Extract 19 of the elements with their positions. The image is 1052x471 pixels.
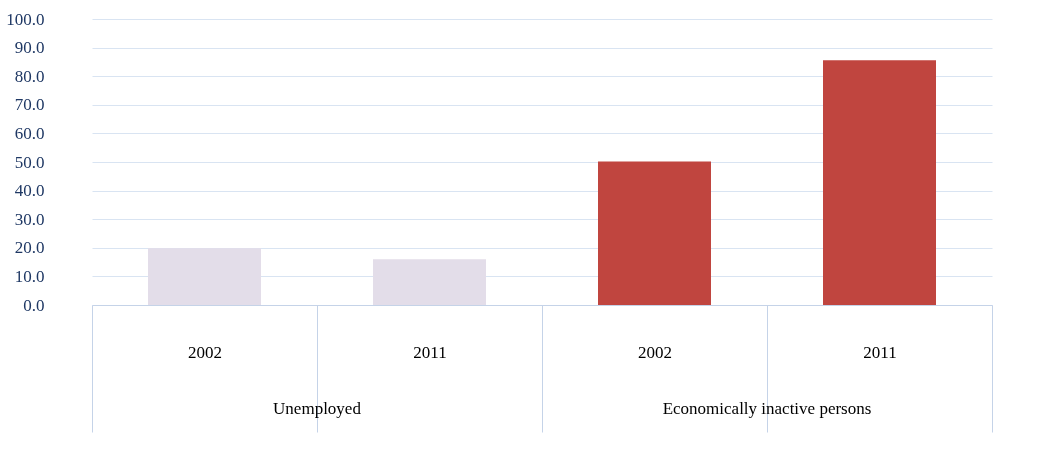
y-tick-label: 80.0 xyxy=(14,66,45,86)
y-tick-label: 60.0 xyxy=(14,123,45,143)
x-tick-label: 2011 xyxy=(863,342,897,362)
y-tick-label: 30.0 xyxy=(14,209,45,229)
bar xyxy=(823,60,936,305)
y-tick-label: 100.0 xyxy=(6,9,45,29)
y-tick-label: 40.0 xyxy=(14,181,45,201)
y-tick-label: 70.0 xyxy=(14,95,45,115)
x-tick-label: 2011 xyxy=(413,342,447,362)
y-tick-label: 10.0 xyxy=(14,266,45,286)
y-tick-label: 0.0 xyxy=(23,295,45,315)
bar xyxy=(598,161,711,305)
y-tick-label: 50.0 xyxy=(14,152,45,172)
text: Unemployed xyxy=(273,399,362,418)
x-tick-label: 2002 xyxy=(188,342,222,362)
x-tick-label: 2002 xyxy=(638,342,672,362)
text: Economically inactive persons xyxy=(662,399,872,418)
y-tick-label: 20.0 xyxy=(14,238,45,258)
y-tick-label: 90.0 xyxy=(14,38,45,58)
